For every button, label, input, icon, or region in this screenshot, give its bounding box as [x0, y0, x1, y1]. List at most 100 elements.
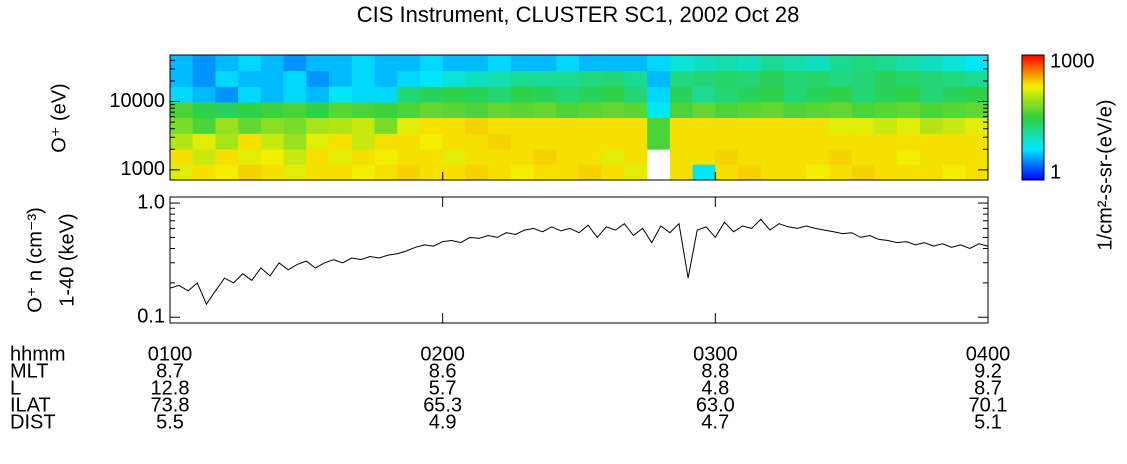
heatmap-cell — [215, 149, 239, 165]
heatmap-cell — [942, 70, 966, 87]
heatmap-cell — [715, 86, 739, 103]
heatmap-cell — [624, 149, 648, 165]
heatmap-cell — [510, 86, 534, 103]
colorbar — [1021, 54, 1045, 181]
heatmap-cell — [192, 102, 216, 118]
heatmap-cell — [510, 117, 534, 134]
heatmap-cell — [669, 70, 693, 87]
heatmap-cell — [238, 55, 262, 72]
heatmap-cell — [510, 133, 534, 150]
heatmap-cell — [533, 86, 557, 103]
heatmap-cell — [192, 117, 216, 134]
heatmap-cell — [783, 164, 807, 181]
heatmap-cell — [533, 55, 557, 72]
heatmap-cell — [397, 133, 421, 150]
heatmap-cell — [329, 55, 353, 72]
heatmap-cell — [397, 86, 421, 103]
plot-frame — [169, 54, 989, 181]
heatmap-cell — [306, 164, 330, 181]
heatmap-cell — [579, 149, 603, 165]
x-axis-label: hhmm — [10, 343, 66, 365]
heatmap-cell — [260, 86, 284, 103]
heatmap-cell — [647, 117, 671, 134]
heatmap-cell — [465, 133, 489, 150]
heatmap-cell — [965, 70, 989, 87]
heatmap-cell — [283, 102, 307, 118]
heatmap-cell — [942, 117, 966, 134]
heatmap-cell — [647, 70, 671, 87]
heatmap-cell — [579, 55, 603, 72]
heatmap-cell — [465, 102, 489, 118]
ephemeris-value: 63.0 — [696, 394, 735, 416]
y-tick-label: 1.0 — [137, 191, 165, 213]
heatmap-cell — [601, 133, 625, 150]
heatmap-cell — [669, 86, 693, 103]
heatmap-cell — [647, 102, 671, 118]
heatmap-cell — [738, 133, 762, 150]
heatmap-cell — [419, 55, 443, 72]
heatmap-cell — [919, 133, 943, 150]
ephemeris-value: 8.6 — [429, 360, 457, 382]
colorbar-label: 1/cm²-s-sr-(eV/e) — [1094, 99, 1116, 250]
heatmap-cell — [897, 164, 921, 181]
heatmap-cell — [374, 133, 398, 150]
heatmap-cell — [306, 102, 330, 118]
heatmap-cell — [669, 102, 693, 118]
heatmap-cell — [760, 164, 784, 181]
heatmap-cell — [806, 133, 830, 150]
heatmap-cell — [692, 164, 716, 181]
heatmap-cell — [806, 102, 830, 118]
heatmap-cell — [192, 55, 216, 72]
heatmap-cell — [828, 55, 852, 72]
heatmap-cell — [897, 102, 921, 118]
heatmap-cell — [442, 86, 466, 103]
ephemeris-value: 70.1 — [969, 394, 1008, 416]
heatmap-cell — [556, 149, 580, 165]
heatmap-cell — [874, 102, 898, 118]
heatmap-cell — [397, 102, 421, 118]
ephemeris-label: DIST — [10, 411, 56, 433]
heatmap-cell — [488, 164, 512, 181]
heatmap-cell — [510, 55, 534, 72]
heatmap-cell — [919, 117, 943, 134]
heatmap-cell — [397, 55, 421, 72]
heatmap-cell — [669, 117, 693, 134]
heatmap-cell — [192, 149, 216, 165]
heatmap-cell — [510, 102, 534, 118]
heatmap-cell — [851, 117, 875, 134]
heatmap-cell — [738, 117, 762, 134]
heatmap-cell — [419, 164, 443, 181]
heatmap-cell — [283, 55, 307, 72]
heatmap-cell — [942, 86, 966, 103]
heatmap-cell — [738, 86, 762, 103]
heatmap-cell — [669, 55, 693, 72]
heatmap-cell — [851, 86, 875, 103]
heatmap-cell — [692, 149, 716, 165]
heatmap-cell — [419, 133, 443, 150]
heatmap-cell — [942, 164, 966, 181]
heatmap-cell — [283, 117, 307, 134]
heatmap-cell — [919, 70, 943, 87]
heatmap-cell — [874, 117, 898, 134]
heatmap-cell — [579, 102, 603, 118]
heatmap-cell — [374, 55, 398, 72]
heatmap-cell — [419, 86, 443, 103]
heatmap-cell — [783, 133, 807, 150]
heatmap-cell — [260, 133, 284, 150]
heatmap-cell — [442, 117, 466, 134]
heatmap-cell — [715, 102, 739, 118]
heatmap-cell — [965, 149, 989, 165]
heatmap-cell — [624, 102, 648, 118]
ephemeris-value: 9.2 — [974, 360, 1002, 382]
heatmap-cell — [374, 149, 398, 165]
heatmap-cell — [874, 149, 898, 165]
heatmap-cell — [806, 149, 830, 165]
heatmap-cell — [828, 164, 852, 181]
heatmap-cell — [919, 86, 943, 103]
heatmap-cell — [760, 70, 784, 87]
heatmap-cell — [465, 70, 489, 87]
heatmap-cell — [329, 117, 353, 134]
heatmap-cell — [965, 86, 989, 103]
heatmap-cell — [601, 164, 625, 181]
